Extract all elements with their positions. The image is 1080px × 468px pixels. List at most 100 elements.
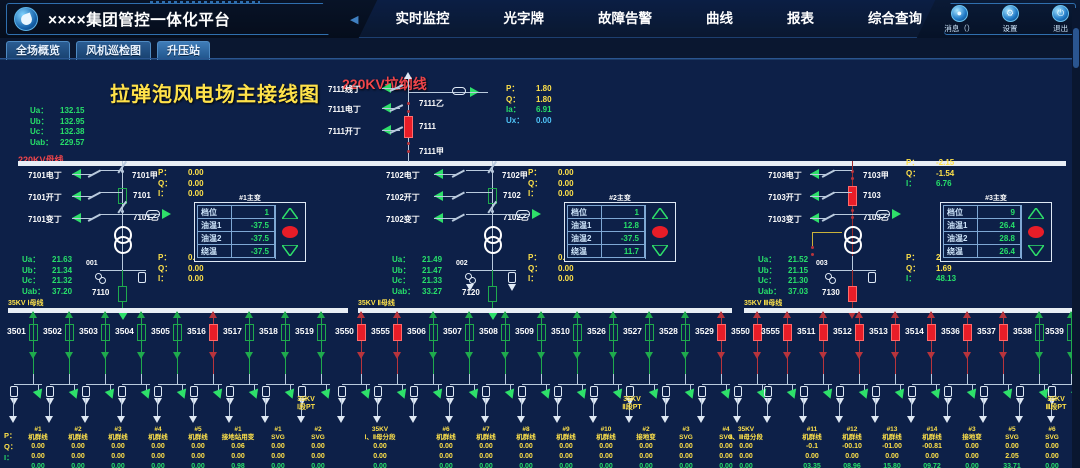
feeder-breaker[interactable] [317,324,326,341]
feeder-breaker[interactable] [573,324,582,341]
nav-item-query[interactable]: 综合查询 [867,11,922,26]
messages-button[interactable]: ● 消息（） [940,4,979,34]
feeder-breaker[interactable] [645,324,654,341]
feeder-bay[interactable]: 3550 [335,311,382,423]
feeder-bay[interactable]: 3504 [115,311,162,423]
nav-item-realtime[interactable]: 实时监控 [395,11,450,26]
feeder-bay[interactable]: 3555 [371,311,418,423]
feeder-out-arrow-icon [517,416,525,423]
nav-item-curve[interactable]: 曲线 [705,11,733,26]
feeder-bay[interactable]: 3538 [1013,311,1060,423]
feeder-bay[interactable]: 3516 [187,311,234,423]
feeder-breaker[interactable] [393,324,402,341]
tap-lower-button[interactable] [281,244,298,256]
feeder-breaker[interactable] [173,324,182,341]
feeder-bay[interactable]: 3519 [295,311,342,423]
feeder-bay[interactable]: 3508 [479,311,526,423]
breaker-7103[interactable] [848,186,857,206]
feeder-breaker[interactable] [1035,324,1044,341]
feeder-breaker[interactable] [465,324,474,341]
feeder-bay[interactable]: 3512 [833,311,880,423]
tap-raise-button[interactable] [281,208,298,220]
tab-substation[interactable]: 升压站 [157,41,210,60]
feeder-breaker[interactable] [537,324,546,341]
feeder-breaker[interactable] [819,324,828,341]
feeder-bay[interactable]: 3513 [869,311,916,423]
feeder-bay[interactable]: 3526 [587,311,634,423]
feeder-bay[interactable]: 3529 [695,311,742,423]
settings-button[interactable]: ⚙ 设置 [991,4,1030,34]
feeder-breaker[interactable] [783,324,792,341]
feeder-breaker[interactable] [855,324,864,341]
tab-turbine-inspection[interactable]: 风机巡检图 [76,41,151,60]
feeder-lead [105,374,106,384]
feeder-bay[interactable]: 3555 [761,311,808,423]
switch-7111-dian[interactable] [389,104,404,112]
feeder-bay[interactable]: 3509 [515,311,562,423]
segment-i-value: 0.00 [739,463,753,468]
feeder-bay[interactable]: 3502 [43,311,90,423]
breaker-7110[interactable] [118,286,127,302]
transformer-3-panel[interactable]: #3主变 档位 9 油温1 26.4 油温2 28.8 绕温 26.4 [940,195,1052,262]
feeder-breaker[interactable] [281,324,290,341]
feeder-bay[interactable]: 3501 [7,311,54,423]
nav-item-lightboard[interactable]: 光字牌 [503,11,544,26]
feeder-breaker[interactable] [101,324,110,341]
feeder-breaker[interactable] [209,324,218,341]
chevron-left-icon[interactable]: ◀ [350,13,359,26]
feeder-breaker[interactable] [891,324,900,341]
nav-item-report[interactable]: 报表 [786,11,814,26]
feeder-bay[interactable]: 3536 [941,311,988,423]
label-7103-kai-ding: 7103开丁 [768,193,802,202]
tap-lower-button-2[interactable] [651,244,668,256]
ct-symbol [262,386,270,397]
feeder-bay[interactable]: 3510 [551,311,598,423]
feeder-breaker[interactable] [609,324,618,341]
tap-raise-button-3[interactable] [1027,208,1044,220]
feeder-breaker[interactable] [999,324,1008,341]
breaker-7120[interactable] [488,286,497,302]
transformer-1-panel[interactable]: #1主变 档位 1 油温1 -37.5 油温2 -37.5 绕温 -37.5 [194,195,306,262]
feeder-bay[interactable]: 3511 [797,311,844,423]
breaker-7111[interactable] [404,116,413,138]
feeder-bay[interactable]: 3527 [623,311,670,423]
tap-lower-button-3[interactable] [1027,244,1044,256]
feeder-breaker[interactable] [963,324,972,341]
feeder-bay[interactable]: 3514 [905,311,952,423]
feeder-bay[interactable]: 3503 [79,311,126,423]
feeder-bay[interactable]: 3528 [659,311,706,423]
feeder-breaker[interactable] [245,324,254,341]
transformer-2-panel[interactable]: #2主变 档位 1 油温1 12.8 油温2 -37.5 绕温 11.7 [564,195,676,262]
tab-overview[interactable]: 全场概览 [6,41,70,60]
feeder-branch [1020,384,1048,385]
feeder-bay[interactable]: 3505 [151,311,198,423]
feeder-bay[interactable]: 3506 [407,311,454,423]
ct-symbol [800,386,808,397]
feeder-breaker[interactable] [927,324,936,341]
feeder-breaker[interactable] [29,324,38,341]
nav-item-fault-alarm[interactable]: 故障告警 [597,11,652,26]
feeder-breaker[interactable] [65,324,74,341]
feeder-breaker[interactable] [753,324,762,341]
switch-7111-kai[interactable] [389,126,404,134]
scrollbar-thumb[interactable] [1073,28,1079,68]
feeder-number: 3502 [43,326,62,336]
feeder-bay[interactable]: 3537 [977,311,1024,423]
table-cell-q: 0.00 [599,453,613,460]
feeder-breaker[interactable] [357,324,366,341]
feeder-bay[interactable]: 3507 [443,311,490,423]
logout-button[interactable]: ⏻ 退出 [1041,4,1080,34]
feeder-bay[interactable]: 3518 [259,311,306,423]
feeder-breaker[interactable] [681,324,690,341]
breaker-7130[interactable] [848,286,857,302]
feeder-breaker[interactable] [429,324,438,341]
feeder-bay[interactable]: 3550 [731,311,778,423]
tap-raise-button-2[interactable] [651,208,668,220]
feeder-breaker[interactable] [501,324,510,341]
feeder-bay[interactable]: 3517 [223,311,270,423]
feeder-breaker[interactable] [717,324,726,341]
bay2-ub-label: Ub： [392,265,411,275]
feeder-breaker[interactable] [137,324,146,341]
vertical-scrollbar[interactable] [1072,8,1080,468]
uc-value: 132.38 [60,127,85,136]
